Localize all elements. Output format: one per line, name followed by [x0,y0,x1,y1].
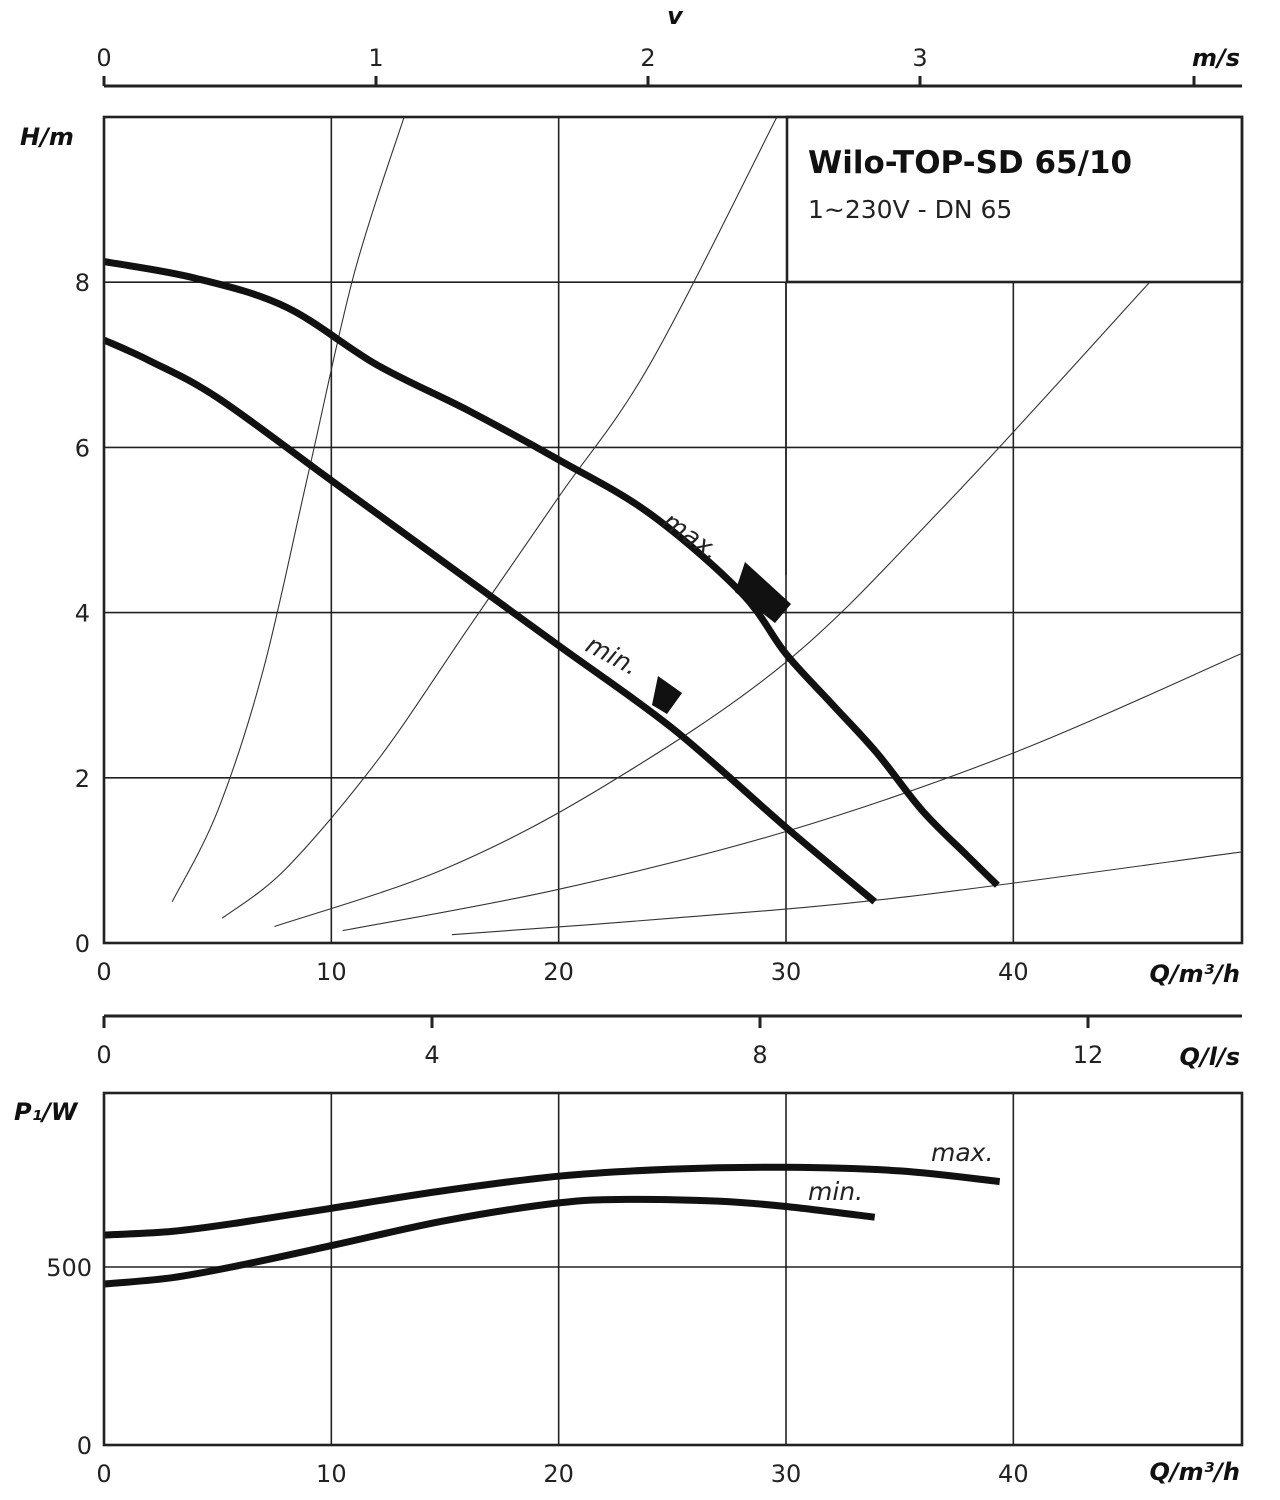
velocity-tick-label: 0 [96,44,111,72]
power-x-tick-label: 20 [543,1460,574,1488]
head-y-axis-title: H/m [20,123,74,151]
flow-ls-axis-ticks: 0 4 8 12 [96,1016,1103,1069]
velocity-tick-label: 2 [640,44,655,72]
power-x-tick-labels: 0 10 20 30 40 [96,1460,1028,1488]
head-chart: Wilo-TOP-SD 65/10 1~230V - DN 65 max. mi… [20,115,1244,988]
head-x-tick-label: 20 [543,958,574,986]
flow-ls-tick-label: 12 [1073,1041,1104,1069]
head-curve-min [102,336,877,905]
max-marker [735,562,791,623]
head-curve-max [103,258,1000,888]
flow-ls-tick-label: 8 [752,1041,767,1069]
velocity-tick-label: 3 [912,44,927,72]
head-x-tick-label: 40 [998,958,1029,986]
velocity-tick-label: 1 [368,44,383,72]
power-x-tick-label: 0 [96,1460,111,1488]
power-curve-min [103,1195,876,1288]
head-series [102,258,1000,905]
head-max-label: max. [658,506,726,566]
system-curve [451,851,1241,936]
power-x-tick-label: 30 [771,1460,802,1488]
head-y-tick-label: 0 [75,930,90,958]
head-y-tick-label: 2 [75,765,90,793]
min-marker [652,676,682,714]
power-y-tick-label: 500 [46,1254,92,1282]
system-curve [171,116,405,902]
head-min-label: min. [581,630,643,681]
power-gridlines [104,1093,1242,1445]
velocity-axis-ticks: 0 1 2 3 [96,44,1196,86]
power-x-tick-label: 10 [316,1460,347,1488]
velocity-axis-unit: m/s [1192,44,1240,72]
flow-ls-axis-label: Q/l/s [1180,1043,1240,1071]
flow-ls-tick-label: 0 [96,1041,111,1069]
power-x-axis-title: Q/m³/h [1149,1458,1240,1486]
system-curve [274,281,1151,928]
velocity-axis: 0 1 2 3 v m/s [96,2,1242,88]
flow-ls-tick-label: 4 [424,1041,439,1069]
system-curve [221,116,778,919]
head-plot-frame [102,115,1244,945]
info-box-subtitle: 1~230V - DN 65 [808,195,1012,224]
head-x-tick-label: 10 [316,958,347,986]
power-max-label: max. [931,1138,993,1167]
info-box-title: Wilo-TOP-SD 65/10 [808,145,1132,181]
head-y-tick-label: 4 [75,600,90,628]
velocity-axis-label: v [667,2,684,30]
power-y-tick-labels: 0 500 [46,1254,92,1460]
info-box [785,115,1244,284]
power-plot-frame [102,1091,1244,1447]
head-x-tick-label: 0 [96,958,111,986]
head-x-axis-title: Q/m³/h [1149,960,1240,988]
head-y-tick-labels: 0 2 4 6 8 [75,269,90,958]
system-curve [342,653,1241,932]
head-x-tick-label: 30 [771,958,802,986]
head-y-tick-label: 8 [75,269,90,297]
flow-ls-axis: 0 4 8 12 Q/l/s [96,1014,1242,1071]
power-y-axis-title: P₁/W [14,1098,79,1126]
power-chart: max. min. 0 500 0 10 20 30 40 P₁/W Q/m³/h [14,1091,1244,1488]
power-min-label: min. [808,1177,863,1206]
power-y-tick-label: 0 [77,1432,92,1460]
head-x-tick-labels: 0 10 20 30 40 [96,958,1028,986]
head-y-tick-label: 6 [75,434,90,462]
power-x-tick-label: 40 [998,1460,1029,1488]
power-series [103,1163,1001,1288]
power-curve-max [103,1163,1001,1239]
